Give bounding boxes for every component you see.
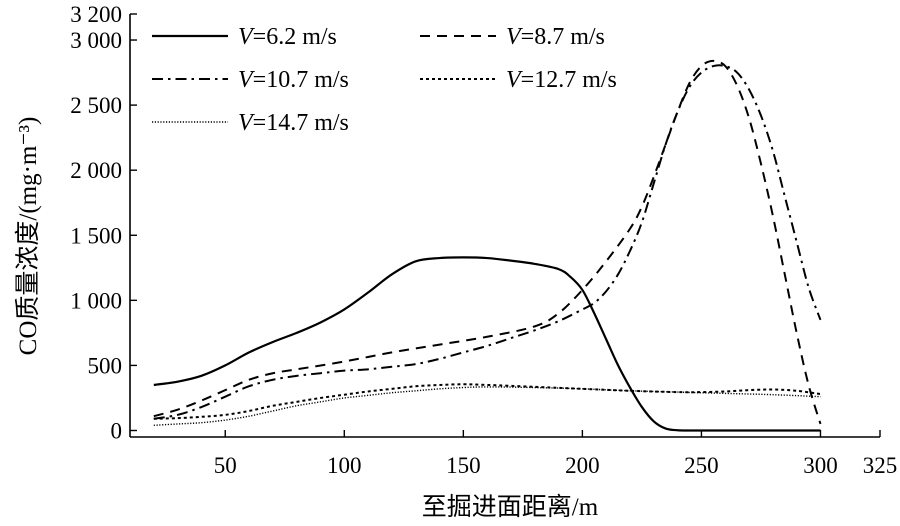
legend-item-5: V=14.7 m/s bbox=[152, 110, 349, 136]
legend: V=6.2 m/s V=8.7 m/s V=10.7 m/s V=12.7 m/s V=… bbox=[152, 24, 617, 136]
y-tick-label: 1 500 bbox=[70, 223, 122, 248]
legend-label: V=8.7 m/s bbox=[506, 24, 605, 50]
legend-item-3: V=10.7 m/s bbox=[152, 67, 349, 93]
series-line-3 bbox=[153, 64, 822, 420]
series-line-2 bbox=[153, 59, 822, 425]
y-tick-label: 2 500 bbox=[70, 93, 122, 118]
legend-label: V=6.2 m/s bbox=[238, 24, 337, 50]
x-axis-title: 至掘进面距离/m bbox=[422, 493, 599, 521]
legend-label: V=12.7 m/s bbox=[506, 67, 617, 93]
x-tick-label: 200 bbox=[565, 453, 600, 478]
series-layer bbox=[153, 59, 822, 432]
y-axis-title: CO质量浓度/(mg·m⁻³) bbox=[14, 117, 42, 356]
x-tick-label: 50 bbox=[214, 453, 237, 478]
x-tick-label: 300 bbox=[803, 453, 838, 478]
y-tick-label: 3 200 bbox=[70, 2, 122, 27]
x-tick-label: 250 bbox=[684, 453, 719, 478]
legend-label: V=14.7 m/s bbox=[238, 110, 349, 136]
legend-item-4: V=12.7 m/s bbox=[420, 67, 617, 93]
y-tick-label: 0 bbox=[111, 418, 123, 443]
y-tick-label: 3 000 bbox=[70, 28, 122, 53]
legend-item-1: V=6.2 m/s bbox=[152, 24, 337, 50]
x-tick-label: 100 bbox=[327, 453, 362, 478]
series-line-4 bbox=[153, 383, 821, 420]
y-tick-label: 500 bbox=[88, 353, 123, 378]
x-ticks: 50 100 150 200 250 300 325 bbox=[214, 430, 898, 478]
x-tick-label: 325 bbox=[863, 453, 898, 478]
series-line-5 bbox=[153, 386, 821, 426]
series-line-1 bbox=[153, 256, 821, 432]
x-tick-label: 150 bbox=[446, 453, 481, 478]
y-tick-label: 2 000 bbox=[70, 158, 122, 183]
legend-item-2: V=8.7 m/s bbox=[420, 24, 605, 50]
legend-label: V=10.7 m/s bbox=[238, 67, 349, 93]
y-tick-label: 1 000 bbox=[70, 288, 122, 313]
